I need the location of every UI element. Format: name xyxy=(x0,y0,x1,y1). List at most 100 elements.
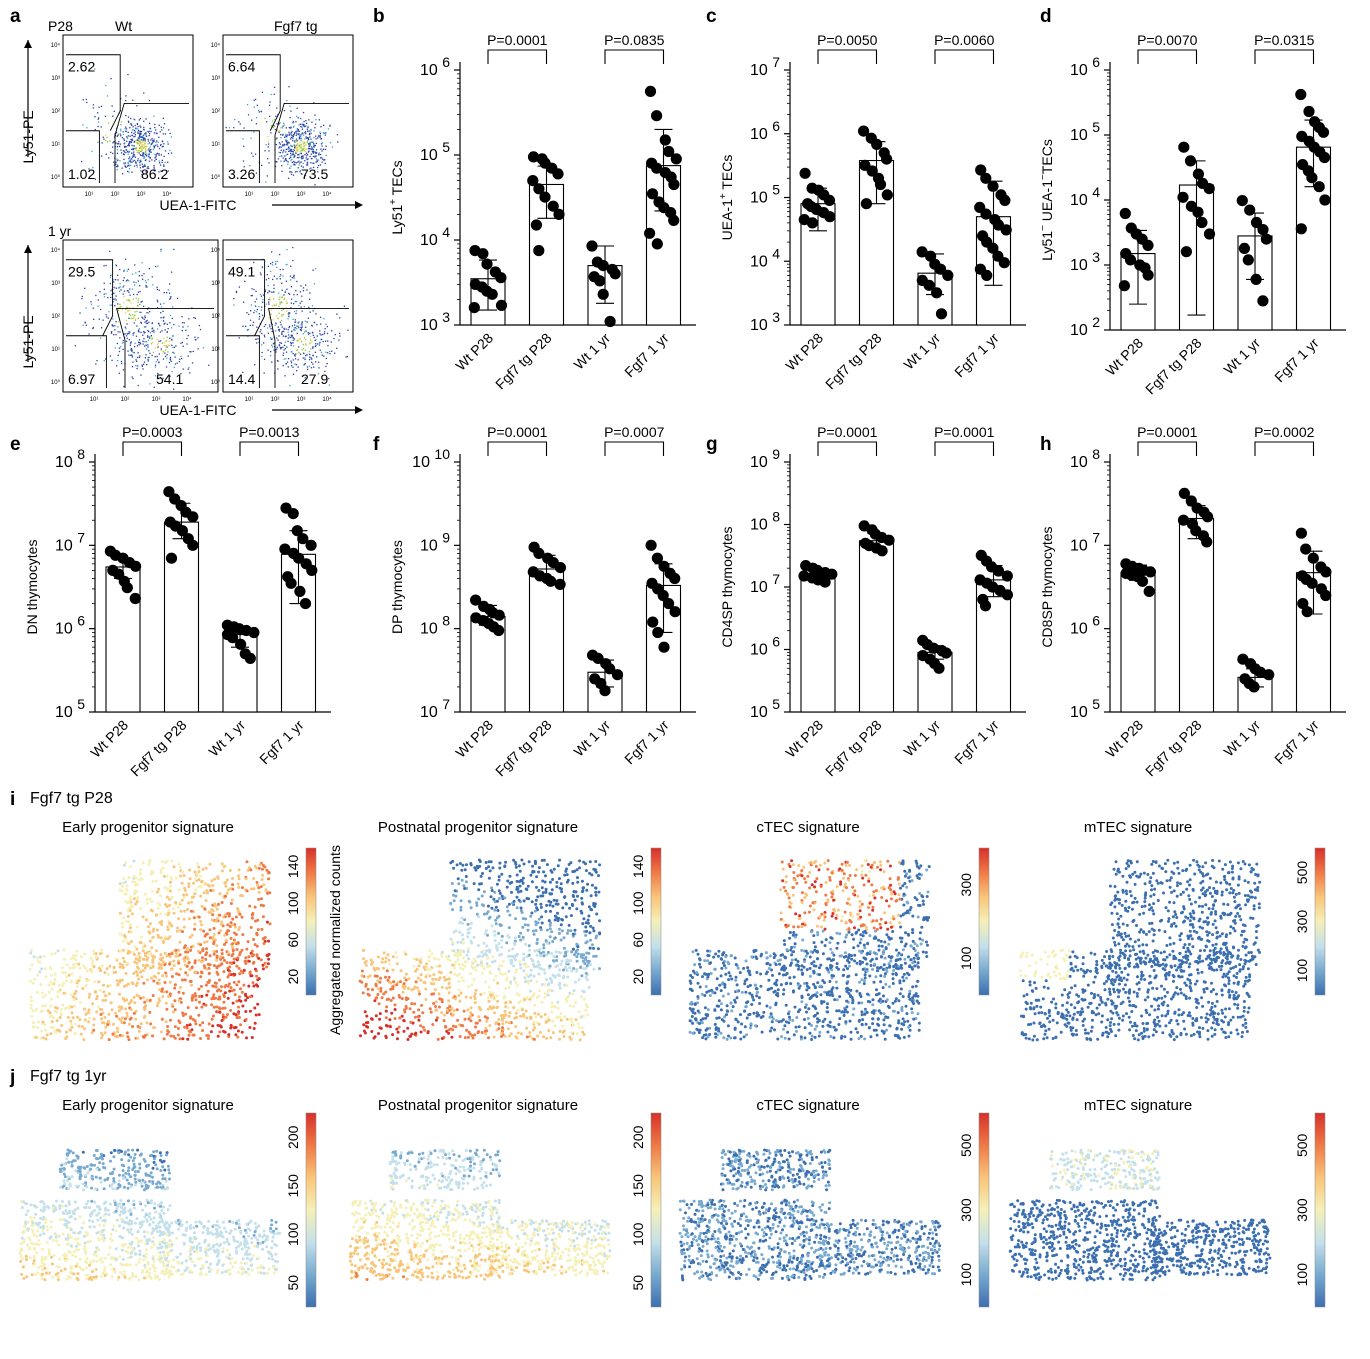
flow-event xyxy=(134,264,136,266)
flow-event xyxy=(288,131,290,133)
umap-cell xyxy=(143,1006,147,1010)
umap-cell xyxy=(500,1031,504,1035)
umap-cell xyxy=(150,870,154,874)
umap-cell xyxy=(171,907,175,911)
flow-event xyxy=(144,154,147,156)
flow-event xyxy=(303,352,305,355)
umap-cell xyxy=(393,1017,397,1020)
umap-cell xyxy=(57,983,61,987)
flow-event xyxy=(304,349,307,351)
p-value-label: P=0.0001 xyxy=(487,424,548,440)
umap-cell xyxy=(219,989,223,993)
flow-event xyxy=(113,292,115,294)
umap-cell xyxy=(493,959,497,963)
flow-event xyxy=(293,154,295,156)
umap-cell xyxy=(135,947,139,951)
flow-event xyxy=(145,118,147,120)
umap-cell xyxy=(247,955,251,959)
flow-event xyxy=(122,341,124,344)
umap-cell xyxy=(168,903,172,907)
umap-cell xyxy=(232,980,236,984)
umap-cell xyxy=(176,1027,180,1030)
flow-event xyxy=(160,349,162,352)
x-tick-label: Fgf7 tg P28 xyxy=(822,330,885,393)
flow-event xyxy=(124,312,127,314)
flow-event xyxy=(305,120,307,122)
gate-value-lower-right: 73.5 xyxy=(301,166,328,182)
flow-event xyxy=(268,150,270,152)
umap-cell xyxy=(150,946,154,950)
flow-event xyxy=(171,344,173,346)
umap-cell xyxy=(594,954,598,958)
umap-cell xyxy=(178,953,182,957)
flow-event xyxy=(111,324,113,326)
umap-cell xyxy=(71,963,75,967)
flow-event xyxy=(173,352,175,354)
flow-event xyxy=(278,147,280,149)
umap-cell xyxy=(202,964,206,968)
flow-event xyxy=(272,291,275,293)
umap-cell xyxy=(73,1004,77,1008)
flow-event xyxy=(276,346,278,348)
umap-cell xyxy=(106,1023,110,1027)
umap-cell xyxy=(227,914,231,918)
flow-event xyxy=(285,358,287,360)
flow-event xyxy=(292,339,294,341)
flow-event xyxy=(118,347,121,349)
flow-event xyxy=(124,142,126,144)
flow-event xyxy=(160,377,162,379)
flow-event xyxy=(126,136,128,138)
umap-cell xyxy=(391,955,395,959)
flow-event xyxy=(154,123,156,126)
umap-cell xyxy=(428,974,432,978)
flow-event xyxy=(148,130,150,132)
flow-event xyxy=(163,323,165,325)
umap-cell xyxy=(237,874,240,878)
flow-event xyxy=(304,331,306,333)
flow-event xyxy=(154,366,156,368)
umap-cell xyxy=(538,989,542,993)
flow-event xyxy=(142,147,145,149)
flow-event xyxy=(320,351,323,353)
umap-cell xyxy=(482,890,486,894)
umap-cell xyxy=(544,939,548,942)
umap-cell xyxy=(113,1034,117,1038)
x-tick-label: Fgf7 tg P28 xyxy=(822,717,885,780)
umap-cell xyxy=(134,957,138,961)
flow-event xyxy=(295,150,297,152)
umap-cell xyxy=(174,948,178,952)
flow-event xyxy=(294,329,296,331)
flow-event xyxy=(287,358,290,360)
flow-event xyxy=(143,361,146,363)
flow-event xyxy=(101,155,103,157)
umap-cell xyxy=(238,972,242,976)
flow-event xyxy=(288,147,290,149)
flow-event xyxy=(157,342,159,344)
umap-cell xyxy=(172,964,176,967)
flow-event xyxy=(290,159,292,161)
flow-event xyxy=(308,133,311,135)
umap-cell xyxy=(190,1028,194,1032)
umap-cell xyxy=(151,964,155,968)
flow-event xyxy=(198,324,201,327)
flow-x-axis-label: UEA-1-FITC xyxy=(160,402,237,418)
umap-cell xyxy=(205,932,209,936)
flow-event xyxy=(319,343,321,345)
flow-event xyxy=(144,280,147,282)
flow-event xyxy=(300,143,302,145)
flow-event xyxy=(300,147,302,149)
data-point xyxy=(927,642,940,654)
flow-event xyxy=(143,165,145,167)
umap-cell xyxy=(167,952,171,956)
comparison-bracket xyxy=(934,441,995,456)
flow-event xyxy=(310,132,312,135)
umap-cell xyxy=(169,1018,172,1022)
flow-event xyxy=(103,296,106,298)
flow-event xyxy=(127,131,129,133)
data-point xyxy=(658,641,670,653)
flow-event xyxy=(149,311,151,313)
flow-event xyxy=(290,362,293,364)
umap-cell xyxy=(372,966,376,970)
umap-cell xyxy=(200,905,204,908)
umap-cell xyxy=(29,1006,33,1010)
